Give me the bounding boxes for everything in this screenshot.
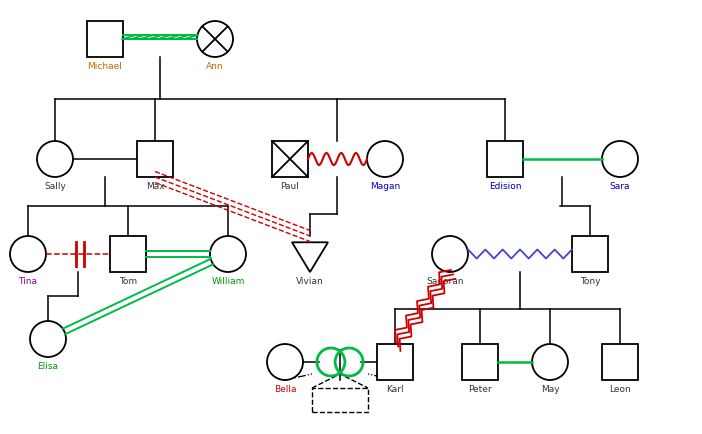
Text: Leon: Leon xyxy=(609,384,631,393)
Polygon shape xyxy=(572,237,608,273)
Text: William: William xyxy=(211,276,245,285)
Circle shape xyxy=(432,237,468,273)
Circle shape xyxy=(210,237,246,273)
Text: May: May xyxy=(541,384,559,393)
Circle shape xyxy=(197,22,233,58)
Polygon shape xyxy=(87,22,123,58)
Polygon shape xyxy=(292,243,328,273)
Text: Peter: Peter xyxy=(468,384,492,393)
Text: Tina: Tina xyxy=(18,276,37,285)
Circle shape xyxy=(532,344,568,380)
Text: Ann: Ann xyxy=(206,62,224,71)
Polygon shape xyxy=(272,141,308,178)
Circle shape xyxy=(602,141,638,178)
Text: Tom: Tom xyxy=(119,276,137,285)
Circle shape xyxy=(37,141,73,178)
Text: Magan: Magan xyxy=(370,181,400,191)
Text: Vivian: Vivian xyxy=(296,276,324,285)
Polygon shape xyxy=(377,344,413,380)
Text: Sara: Sara xyxy=(610,181,630,191)
Polygon shape xyxy=(602,344,638,380)
Text: Michael: Michael xyxy=(88,62,122,71)
Polygon shape xyxy=(137,141,173,178)
Text: Elisa: Elisa xyxy=(37,361,58,370)
Polygon shape xyxy=(110,237,146,273)
Circle shape xyxy=(10,237,46,273)
Text: Edision: Edision xyxy=(489,181,522,191)
Circle shape xyxy=(367,141,403,178)
Circle shape xyxy=(30,321,66,357)
Polygon shape xyxy=(487,141,523,178)
Circle shape xyxy=(267,344,303,380)
Polygon shape xyxy=(462,344,498,380)
Text: Max: Max xyxy=(146,181,164,191)
Text: Paul: Paul xyxy=(281,181,300,191)
Text: Karl: Karl xyxy=(386,384,404,393)
Text: Sally: Sally xyxy=(44,181,66,191)
Text: Bella: Bella xyxy=(274,384,296,393)
Text: Sadoran: Sadoran xyxy=(426,276,464,285)
Text: Tony: Tony xyxy=(580,276,600,285)
